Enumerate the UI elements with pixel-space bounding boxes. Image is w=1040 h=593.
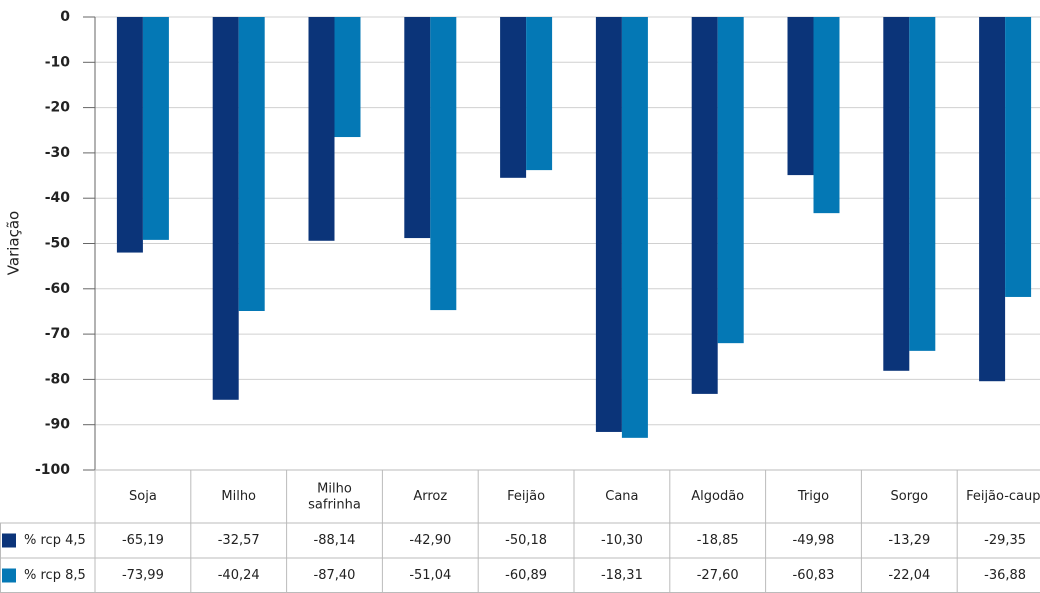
table-cell: -40,24 (218, 568, 260, 583)
table-cell: -50,18 (505, 533, 547, 548)
table-cell: -13,29 (888, 533, 930, 548)
table-cell: -29,35 (984, 533, 1026, 548)
table-cell: -87,40 (314, 568, 356, 583)
y-tick-label: -60 (45, 281, 71, 297)
bar (883, 17, 910, 371)
table-cell: -36,88 (984, 568, 1026, 583)
x-tick-label: Feijão (507, 489, 545, 504)
bar (212, 17, 239, 400)
y-tick-label: -80 (45, 371, 71, 387)
table-cell: -60,89 (505, 568, 547, 583)
bar (717, 17, 744, 344)
bar (787, 17, 814, 176)
table-cell: -27,60 (697, 568, 739, 583)
y-tick-label: -100 (35, 462, 70, 478)
bar (116, 17, 143, 253)
table-cell: -49,98 (793, 533, 835, 548)
y-tick-label: -10 (45, 54, 71, 70)
x-tick-label: Arroz (413, 489, 447, 504)
table-cell: -51,04 (409, 568, 451, 583)
bar (1005, 17, 1032, 297)
x-tick-label: Cana (605, 489, 638, 504)
x-tick-label: Sorgo (891, 489, 929, 504)
bar (142, 17, 169, 240)
table-cell: -60,83 (793, 568, 835, 583)
bar (308, 17, 335, 241)
bar (595, 17, 622, 432)
y-axis-label: Variação (5, 211, 23, 275)
legend-swatch (2, 568, 16, 583)
y-tick-label: -90 (45, 417, 71, 433)
x-tick-label: Milho (221, 489, 256, 504)
y-tick-label: -40 (45, 190, 71, 206)
bar (691, 17, 718, 394)
table-cell: -42,90 (409, 533, 451, 548)
legend-label: % rcp 4,5 (24, 533, 86, 548)
table-cell: -73,99 (122, 568, 164, 583)
bar (813, 17, 840, 214)
x-tick-label: Feijão-caupi (966, 489, 1040, 504)
legend-swatch (2, 533, 16, 548)
table-cell: -18,31 (601, 568, 643, 583)
bar (526, 17, 553, 171)
y-tick-label: -30 (45, 145, 71, 161)
legend-label: % rcp 8,5 (24, 568, 86, 583)
table-cell: -32,57 (218, 533, 260, 548)
table-cell: -22,04 (888, 568, 930, 583)
x-tick-label: Algodão (691, 489, 744, 504)
y-tick-label: -20 (45, 100, 71, 116)
table-cell: -10,30 (601, 533, 643, 548)
bar (621, 17, 648, 438)
y-tick-label: -70 (45, 326, 71, 342)
x-tick-label: Trigo (797, 489, 829, 504)
bar (909, 17, 936, 351)
y-tick-label: -50 (45, 236, 71, 252)
bar (334, 17, 361, 138)
x-tick-label: Milho safrinha (308, 481, 361, 512)
y-tick-label: 0 (60, 9, 70, 25)
bar (404, 17, 431, 239)
bar (430, 17, 457, 311)
bar (500, 17, 527, 178)
x-tick-label: Soja (129, 489, 157, 504)
bar (979, 17, 1006, 382)
bar (238, 17, 265, 311)
table-cell: -88,14 (314, 533, 356, 548)
table-cell: -18,85 (697, 533, 739, 548)
table-cell: -65,19 (122, 533, 164, 548)
